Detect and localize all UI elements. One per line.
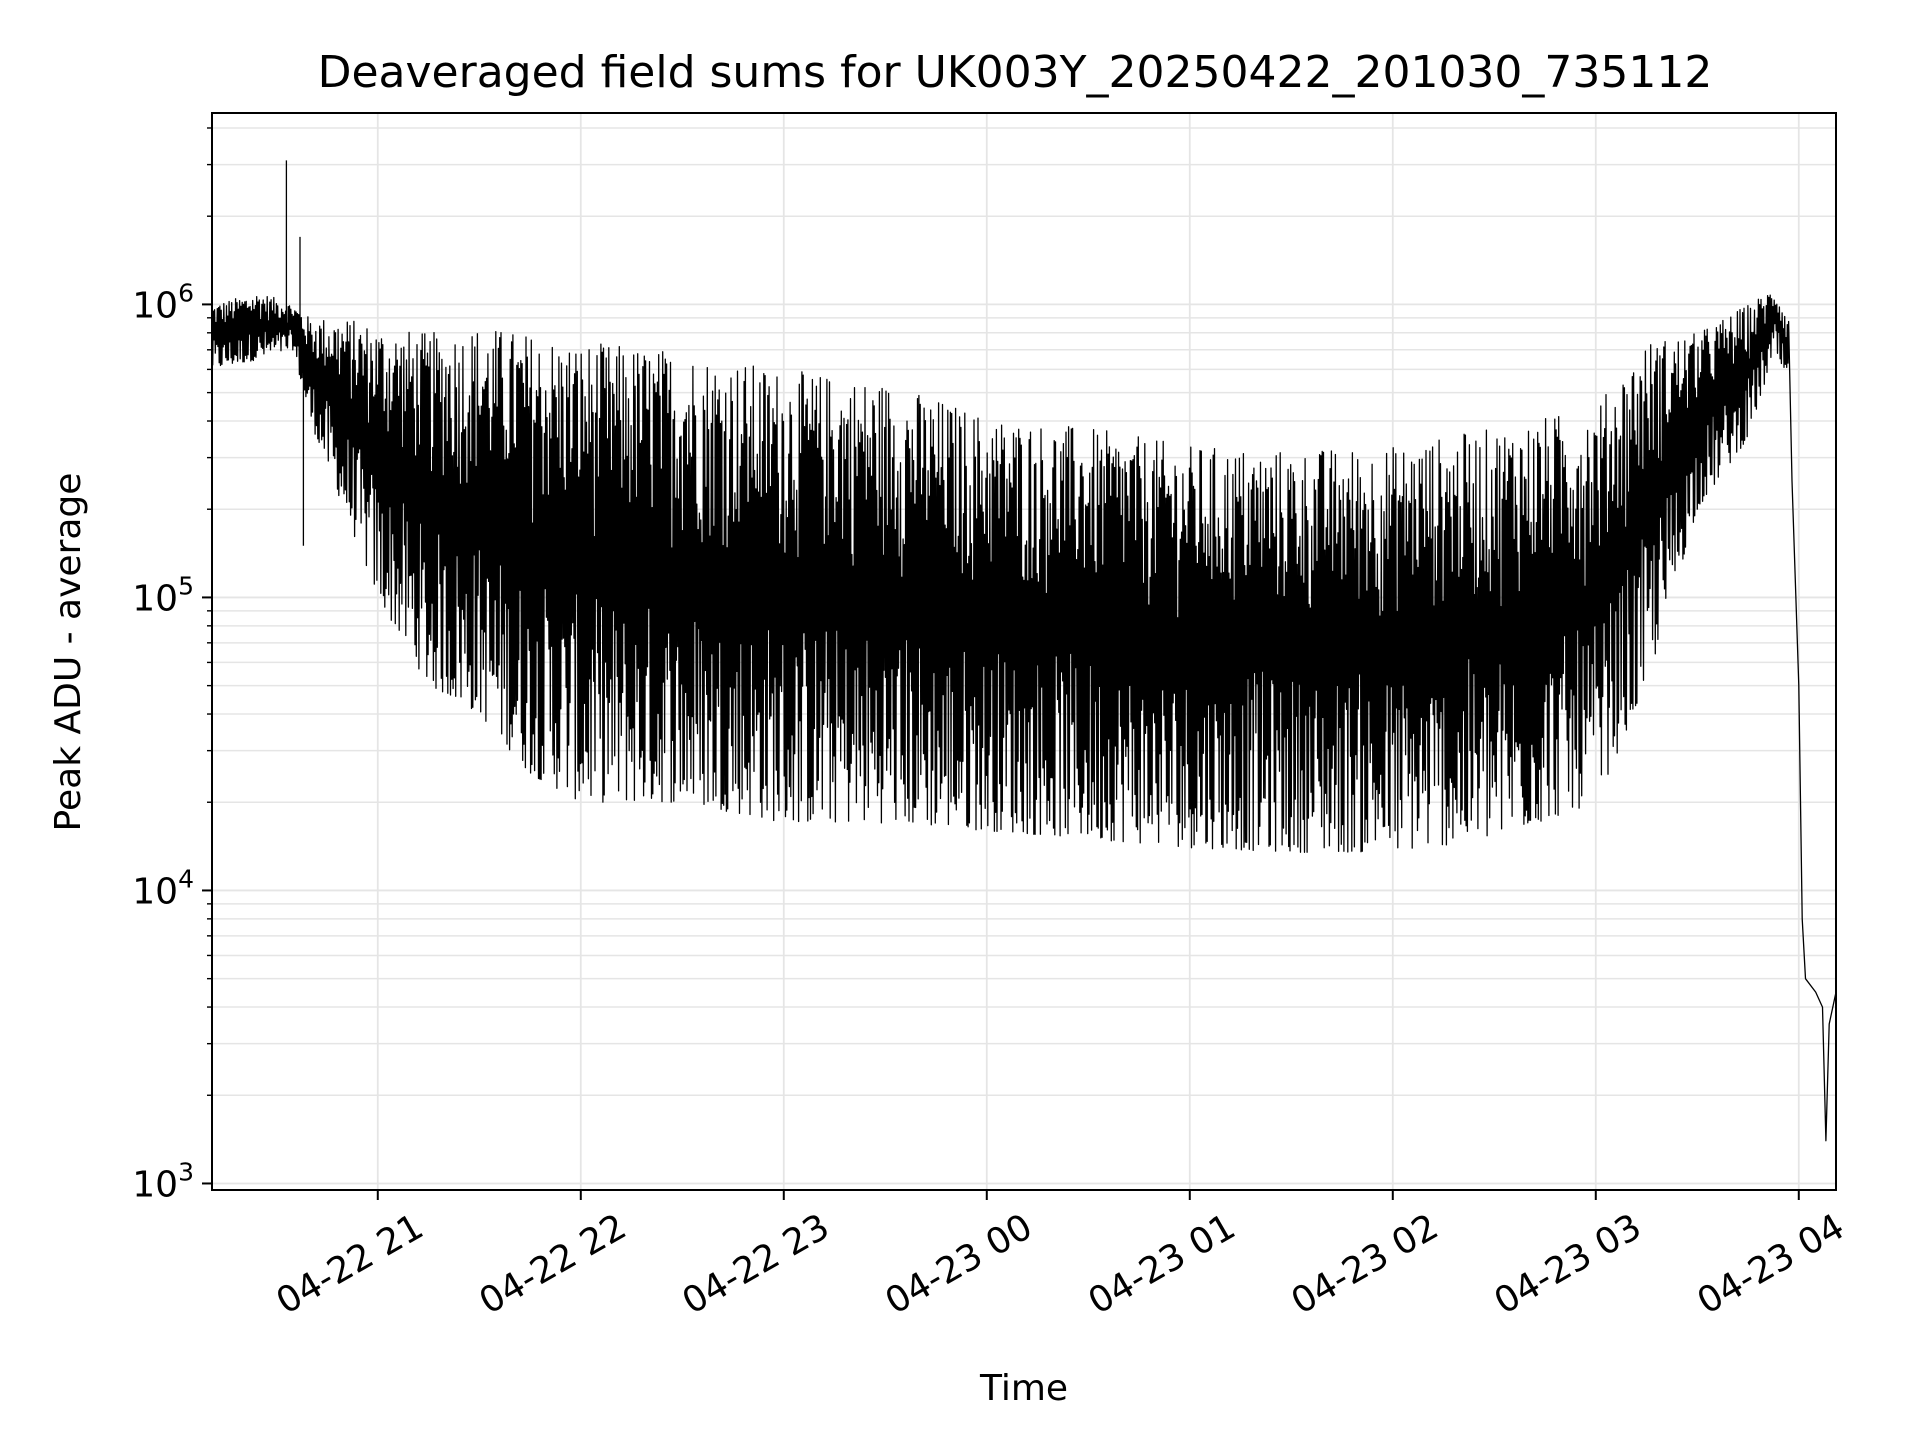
chart-title: Deaveraged field sums for UK003Y_2025042…: [318, 47, 1713, 98]
x-axis-label: Time: [979, 1368, 1068, 1409]
y-tick-label: 105: [132, 571, 194, 619]
y-axis: 103 104 105 106: [132, 127, 212, 1205]
y-axis-label: Peak ADU - average: [48, 473, 89, 832]
y-tick-label: 104: [132, 864, 194, 912]
series-line: [212, 160, 1836, 1142]
plot-clip-group: [212, 160, 1836, 1142]
y-tick-label: 103: [132, 1157, 194, 1205]
plot-frame: [211, 112, 1837, 1191]
y-tick-label: 106: [132, 278, 194, 326]
